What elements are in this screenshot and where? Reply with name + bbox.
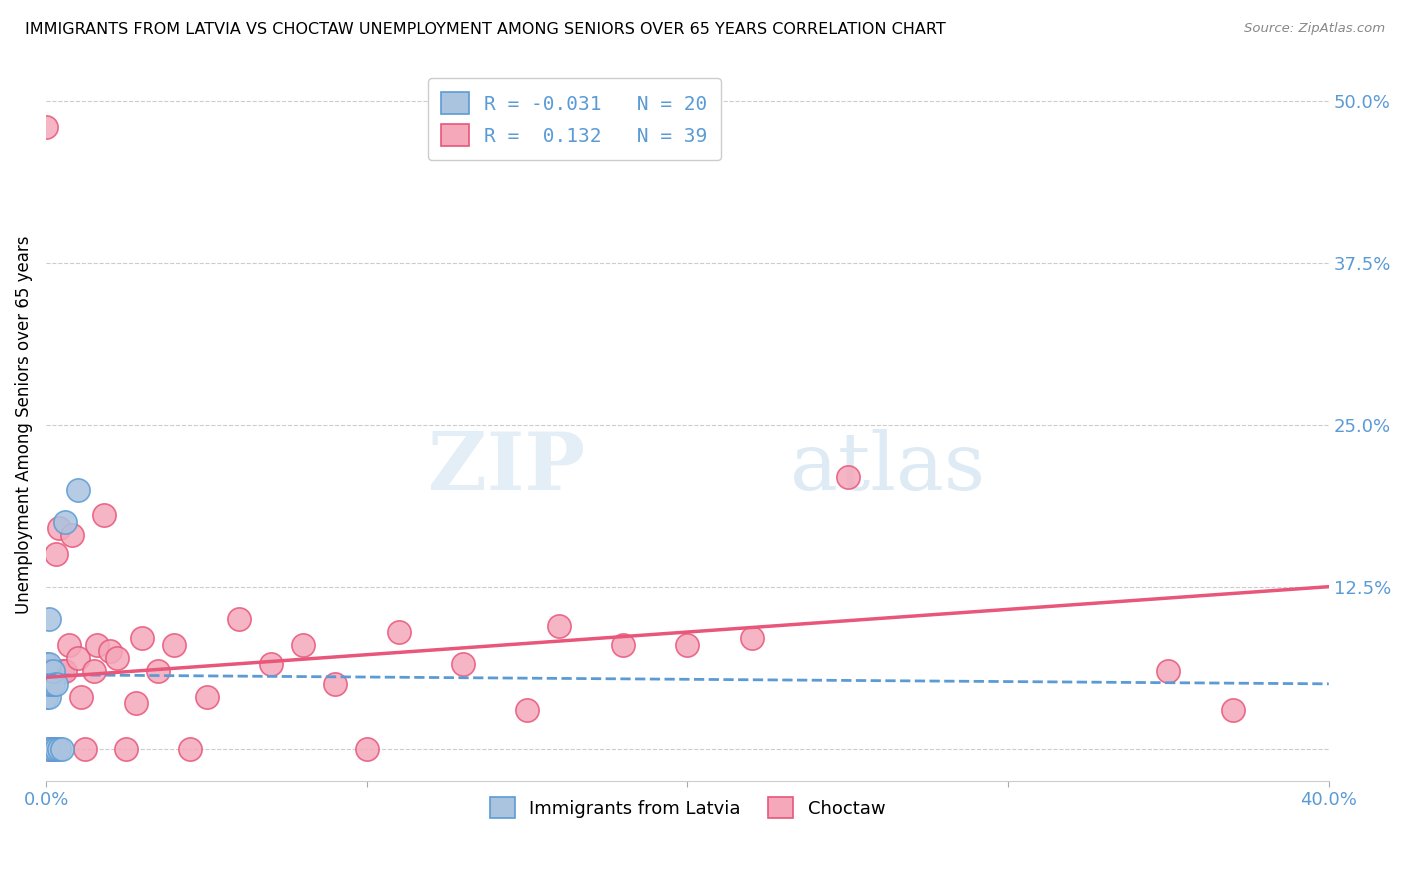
Point xyxy=(38,741,60,756)
Point xyxy=(86,638,108,652)
Point xyxy=(48,521,70,535)
Point xyxy=(67,651,90,665)
Point xyxy=(35,657,58,672)
Point xyxy=(451,657,474,672)
Point xyxy=(45,741,67,756)
Point xyxy=(179,741,201,756)
Point xyxy=(676,638,699,652)
Point xyxy=(73,741,96,756)
Point xyxy=(1157,664,1180,678)
Text: atlas: atlas xyxy=(790,428,986,507)
Point xyxy=(259,657,281,672)
Point xyxy=(837,469,859,483)
Point xyxy=(131,632,153,646)
Point xyxy=(58,638,80,652)
Point xyxy=(291,638,314,652)
Point xyxy=(548,618,571,632)
Point xyxy=(70,690,93,704)
Point xyxy=(115,741,138,756)
Point xyxy=(741,632,763,646)
Point xyxy=(105,651,128,665)
Point xyxy=(516,703,538,717)
Point xyxy=(35,677,58,691)
Point xyxy=(388,625,411,640)
Legend: Immigrants from Latvia, Choctaw: Immigrants from Latvia, Choctaw xyxy=(482,790,893,825)
Point xyxy=(38,690,60,704)
Y-axis label: Unemployment Among Seniors over 65 years: Unemployment Among Seniors over 65 years xyxy=(15,235,32,614)
Point xyxy=(356,741,378,756)
Point xyxy=(35,670,58,684)
Text: ZIP: ZIP xyxy=(427,428,585,507)
Point xyxy=(48,741,70,756)
Text: IMMIGRANTS FROM LATVIA VS CHOCTAW UNEMPLOYMENT AMONG SENIORS OVER 65 YEARS CORRE: IMMIGRANTS FROM LATVIA VS CHOCTAW UNEMPL… xyxy=(25,22,946,37)
Point xyxy=(67,483,90,497)
Point xyxy=(148,664,170,678)
Point xyxy=(60,528,83,542)
Point xyxy=(45,677,67,691)
Point xyxy=(125,696,148,710)
Point xyxy=(38,741,60,756)
Point xyxy=(93,508,115,523)
Point xyxy=(38,612,60,626)
Point xyxy=(98,644,121,658)
Text: Source: ZipAtlas.com: Source: ZipAtlas.com xyxy=(1244,22,1385,36)
Point xyxy=(41,741,63,756)
Point xyxy=(35,120,58,134)
Point xyxy=(41,677,63,691)
Point xyxy=(35,690,58,704)
Point xyxy=(41,664,63,678)
Point xyxy=(38,677,60,691)
Point xyxy=(45,547,67,561)
Point xyxy=(55,664,77,678)
Point xyxy=(323,677,346,691)
Point xyxy=(38,657,60,672)
Point xyxy=(55,515,77,529)
Point xyxy=(163,638,186,652)
Point xyxy=(51,664,73,678)
Point xyxy=(195,690,218,704)
Point xyxy=(612,638,634,652)
Point xyxy=(51,741,73,756)
Point xyxy=(38,664,60,678)
Point xyxy=(1222,703,1244,717)
Point xyxy=(41,741,63,756)
Point xyxy=(228,612,250,626)
Point xyxy=(83,664,105,678)
Point xyxy=(35,664,58,678)
